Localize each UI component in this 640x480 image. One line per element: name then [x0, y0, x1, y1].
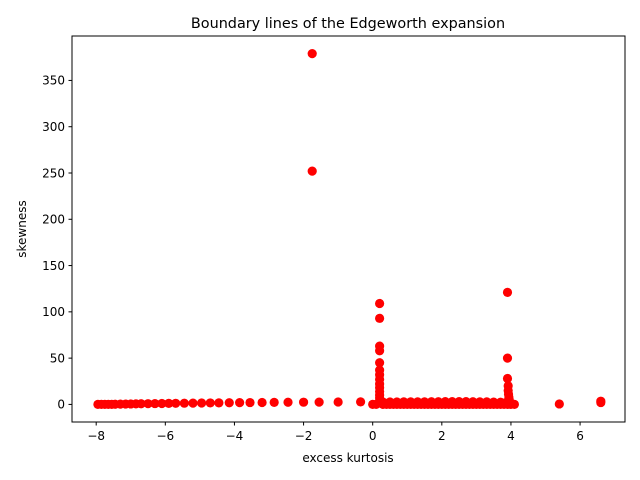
data-point — [224, 398, 234, 408]
x-tick-label: −4 — [226, 429, 244, 443]
data-point — [283, 397, 293, 407]
data-point — [150, 398, 160, 409]
data-point — [375, 358, 385, 368]
data-point — [596, 397, 606, 408]
data-point — [171, 398, 181, 408]
y-tick-label: 150 — [42, 259, 65, 273]
data-point — [307, 48, 317, 59]
data-point — [406, 397, 416, 407]
data-point — [502, 373, 513, 384]
data-point — [214, 398, 224, 408]
data-point — [502, 353, 513, 363]
data-point — [385, 397, 395, 407]
y-axis-label: skewness — [15, 200, 29, 257]
data-point — [447, 397, 457, 407]
data-point — [433, 397, 443, 407]
x-axis-ticks: −8 −6 −4 −2 0 2 4 6 — [87, 422, 584, 443]
data-point — [205, 398, 215, 408]
data-point — [461, 397, 471, 407]
data-point — [245, 397, 255, 408]
data-point — [378, 397, 388, 407]
data-point — [502, 287, 513, 298]
data-point — [164, 398, 174, 408]
data-point — [468, 397, 478, 407]
x-tick-label: −8 — [87, 429, 105, 443]
data-point — [179, 398, 189, 408]
data-point — [197, 398, 207, 408]
chart-title: Boundary lines of the Edgeworth expansio… — [191, 16, 505, 32]
data-point — [426, 397, 437, 407]
x-tick-label: 4 — [507, 429, 515, 443]
data-point — [356, 397, 366, 407]
data-point — [157, 398, 167, 409]
data-point — [489, 397, 499, 407]
data-point — [269, 397, 279, 407]
data-point — [136, 399, 146, 409]
y-tick-label: 350 — [42, 74, 65, 88]
data-point — [314, 397, 324, 407]
data-point — [235, 398, 245, 408]
y-tick-label: 0 — [57, 398, 65, 412]
data-point — [375, 313, 385, 323]
data-point — [475, 397, 485, 407]
y-axis-ticks: 0 50 100 150 200 250 300 350 — [42, 74, 72, 412]
x-tick-label: −6 — [156, 429, 174, 443]
y-tick-label: 300 — [42, 120, 65, 134]
data-point — [333, 397, 343, 407]
data-point — [298, 397, 309, 407]
data-point — [392, 397, 402, 407]
data-point — [554, 399, 564, 409]
data-point — [307, 166, 317, 176]
data-points — [93, 48, 606, 410]
data-point — [399, 397, 409, 407]
x-tick-label: 0 — [369, 429, 377, 443]
data-point — [454, 397, 464, 407]
y-tick-label: 100 — [42, 305, 65, 319]
data-point — [371, 399, 381, 410]
data-point — [419, 397, 430, 407]
data-point — [143, 399, 153, 409]
plot-frame — [71, 35, 626, 423]
data-point — [440, 397, 450, 407]
data-point — [482, 397, 492, 407]
x-tick-label: 6 — [576, 429, 584, 443]
y-tick-label: 250 — [42, 166, 65, 180]
x-tick-label: −2 — [295, 429, 313, 443]
data-point — [188, 398, 198, 408]
data-point — [375, 298, 385, 309]
data-point — [504, 397, 515, 407]
data-point — [413, 397, 423, 407]
data-point — [257, 397, 267, 408]
y-tick-label: 50 — [50, 351, 65, 365]
data-point — [375, 346, 385, 356]
x-tick-label: 2 — [438, 429, 446, 443]
x-axis-label: excess kurtosis — [302, 451, 393, 465]
y-tick-label: 200 — [42, 213, 65, 227]
